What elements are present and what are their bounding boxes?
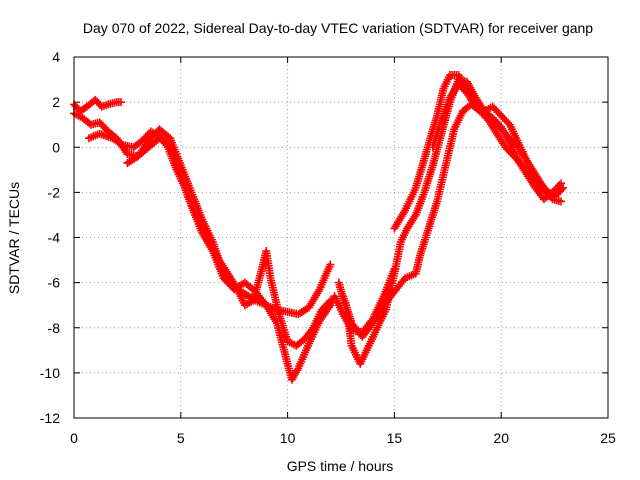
y-tick-label: -8 [48, 320, 61, 336]
ticks: 0 5 10 15 20 25 -12 -10 -8 -6 -4 -2 0 2 4 [40, 49, 616, 446]
data-point-marker [555, 185, 564, 194]
x-tick-label: 25 [600, 430, 616, 446]
x-tick-label: 10 [280, 430, 296, 446]
data-point [557, 183, 566, 192]
series-trace-4 [123, 134, 399, 384]
plot-frame [73, 56, 609, 419]
y-tick-label: -4 [48, 230, 61, 246]
data-point-marker [117, 139, 126, 148]
x-axis-label: GPS time / hours [287, 458, 394, 474]
y-tick-label: -10 [40, 365, 60, 381]
data-point-marker [504, 118, 513, 127]
x-tick-label: 5 [177, 430, 185, 446]
series-trace-1 [70, 95, 125, 116]
y-tick-label: -6 [48, 275, 61, 291]
data-point [326, 260, 335, 269]
y-axis-label: SDTVAR / TECUs [6, 182, 22, 294]
x-tick-label: 15 [387, 430, 403, 446]
data-point [116, 98, 125, 107]
y-tick-label: 2 [52, 94, 60, 110]
x-tick-label: 0 [70, 430, 78, 446]
data-point [557, 197, 566, 206]
x-tick-label: 20 [493, 430, 509, 446]
y-tick-label: -2 [48, 184, 61, 200]
y-tick-label: -12 [40, 410, 60, 426]
series-trace-7 [390, 71, 566, 233]
y-tick-label: 0 [52, 139, 60, 155]
y-tick-label: 4 [52, 49, 60, 65]
chart-title: Day 070 of 2022, Sidereal Day-to-day VTE… [83, 20, 593, 36]
grid [74, 57, 608, 418]
data-points [70, 71, 568, 384]
series-trace-8 [428, 80, 566, 201]
